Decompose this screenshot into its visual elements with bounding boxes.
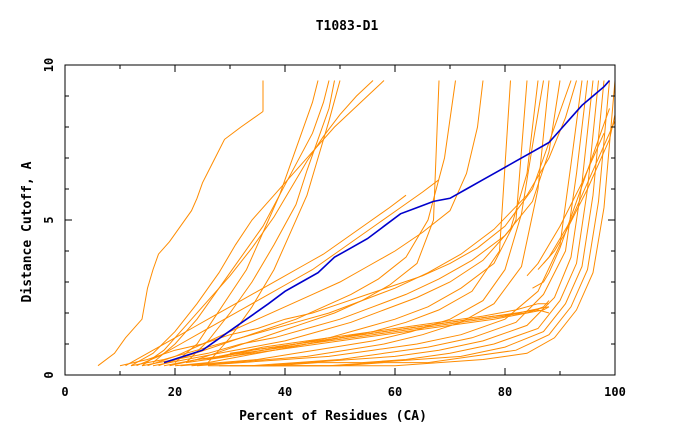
model-curve-17 bbox=[152, 80, 539, 367]
series-layer bbox=[97, 80, 616, 367]
model-curve-33 bbox=[229, 306, 550, 354]
model-curve-8 bbox=[207, 80, 341, 363]
model-curve-20 bbox=[180, 80, 544, 367]
model-curve-22 bbox=[196, 80, 583, 367]
highlight-curve bbox=[163, 79, 611, 364]
model-curve-7 bbox=[185, 80, 335, 363]
x-tick-label: 20 bbox=[168, 385, 182, 399]
model-curve-10 bbox=[136, 179, 440, 367]
model-curve-35 bbox=[537, 120, 616, 270]
chart-title: T1083-D1 bbox=[316, 19, 379, 34]
model-curve-23 bbox=[208, 80, 588, 367]
y-tick-label: 0 bbox=[42, 371, 56, 378]
model-curve-28 bbox=[263, 80, 616, 367]
model-curve-1 bbox=[97, 111, 264, 367]
model-curve-15 bbox=[130, 80, 577, 367]
model-curve-5 bbox=[152, 80, 330, 363]
x-tick-label: 40 bbox=[278, 385, 292, 399]
model-curve-21 bbox=[191, 80, 550, 367]
highlight-layer bbox=[163, 79, 611, 364]
model-curve-13 bbox=[169, 80, 440, 367]
model-curve-36 bbox=[526, 132, 605, 277]
model-curve-14 bbox=[119, 80, 572, 367]
plot-frame bbox=[64, 64, 616, 376]
x-axis-label: Percent of Residues (CA) bbox=[239, 409, 427, 424]
model-curve-25 bbox=[230, 80, 599, 367]
model-curve-4 bbox=[141, 80, 374, 367]
tick-layer: 0 20 40 60 80 100 0 5 10 bbox=[42, 58, 626, 399]
y-tick-label: 5 bbox=[42, 216, 56, 223]
model-curve-12 bbox=[158, 80, 456, 367]
model-curve-32 bbox=[218, 303, 549, 357]
model-curve-34 bbox=[532, 108, 610, 289]
model-curve-37 bbox=[543, 114, 616, 264]
x-tick-label: 0 bbox=[61, 385, 68, 399]
model-curve-9 bbox=[125, 194, 407, 367]
y-tick-label: 10 bbox=[42, 58, 56, 72]
model-curve-3 bbox=[130, 80, 385, 367]
model-curve-19 bbox=[174, 80, 511, 367]
model-curve-24 bbox=[219, 80, 594, 367]
y-axis-label: Distance Cutoff, A bbox=[20, 161, 35, 302]
model-curve-11 bbox=[147, 80, 484, 367]
x-tick-label: 60 bbox=[388, 385, 402, 399]
x-tick-label: 80 bbox=[498, 385, 512, 399]
x-tick-label: 100 bbox=[604, 385, 626, 399]
model-curve-6 bbox=[174, 80, 319, 363]
model-curve-16 bbox=[141, 80, 561, 367]
